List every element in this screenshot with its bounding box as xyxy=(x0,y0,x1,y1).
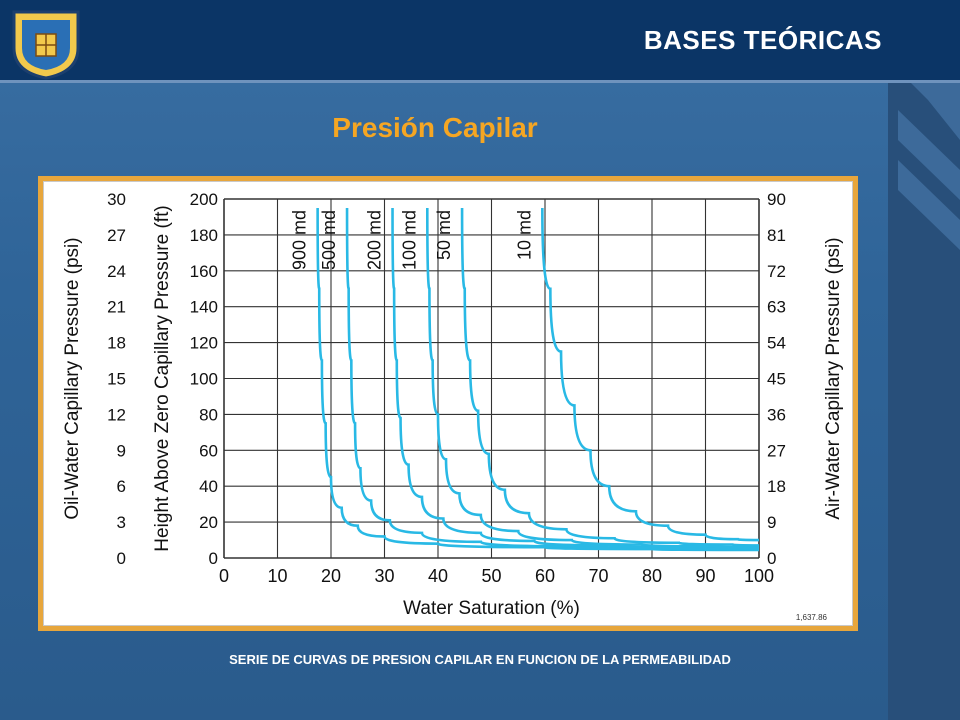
y-tick-label-oil-psi: 0 xyxy=(117,549,126,568)
y-tick-label-oil-psi: 27 xyxy=(107,226,126,245)
y-tick-label-ft: 120 xyxy=(190,334,218,353)
series-label: 500 md xyxy=(319,210,339,270)
figure-caption: SERIE DE CURVAS DE PRESION CAPILAR EN FU… xyxy=(229,652,731,667)
y-tick-label-air-psi: 18 xyxy=(767,477,786,496)
x-tick-label: 60 xyxy=(535,566,555,586)
y-tick-label-air-psi: 45 xyxy=(767,370,786,389)
y-tick-label-ft: 200 xyxy=(190,190,218,209)
capillary-pressure-chart: 0 10 20 30 40 50 60 70 80 90 100020406080100120140… xyxy=(62,190,844,622)
y-tick-label-oil-psi: 30 xyxy=(107,190,126,209)
x-tick-label: 30 xyxy=(374,566,394,586)
y-tick-label-ft: 160 xyxy=(190,262,218,281)
y-tick-label-air-psi: 27 xyxy=(767,441,786,460)
y-tick-label-air-psi: 81 xyxy=(767,226,786,245)
x-tick-label: 40 xyxy=(428,566,448,586)
y-tick-label-air-psi: 90 xyxy=(767,190,786,209)
series-label: 100 md xyxy=(399,210,419,270)
y-tick-label-ft: 140 xyxy=(190,298,218,317)
series-line xyxy=(460,207,760,547)
series-label: 10 md xyxy=(514,210,534,260)
x-tick-label: 90 xyxy=(695,566,715,586)
page-subtitle: Presión Capilar xyxy=(332,112,538,143)
decorative-stripes xyxy=(888,80,960,720)
y-tick-label-ft: 60 xyxy=(199,441,218,460)
x-tick-label: 80 xyxy=(642,566,662,586)
y-tick-label-ft: 0 xyxy=(209,549,218,568)
x-tick-label: 70 xyxy=(588,566,608,586)
series-label: 50 md xyxy=(434,210,454,260)
y-tick-label-oil-psi: 15 xyxy=(107,370,126,389)
y-tick-label-oil-psi: 24 xyxy=(107,262,126,281)
x-tick-label: 50 xyxy=(481,566,501,586)
y-tick-label-oil-psi: 12 xyxy=(107,405,126,424)
y-axis-label-oil-psi: Oil-Water Capillary Pressure (psi) xyxy=(62,237,83,519)
y-tick-label-ft: 100 xyxy=(190,370,218,389)
y-tick-label-ft: 80 xyxy=(199,405,218,424)
chart-panel: 0 10 20 30 40 50 60 70 80 90 100 0 20 40 60 80 100 120 140… xyxy=(43,181,853,626)
series-label: 900 md xyxy=(290,210,310,270)
y-tick-label-oil-psi: 21 xyxy=(107,298,126,317)
header-bar: BASES TEÓRICAS xyxy=(0,0,960,83)
y-tick-label-ft: 20 xyxy=(199,513,218,532)
x-tick-label: 100 xyxy=(744,566,774,586)
series-line xyxy=(426,207,760,549)
series-label: 200 md xyxy=(365,210,385,270)
y-tick-label-air-psi: 54 xyxy=(767,334,786,353)
y-tick-label-air-psi: 72 xyxy=(767,262,786,281)
y-tick-label-air-psi: 0 xyxy=(767,549,776,568)
x-tick-label: 0 xyxy=(219,566,229,586)
y-tick-label-oil-psi: 9 xyxy=(117,441,126,460)
university-seal-icon xyxy=(12,10,80,80)
y-tick-label-ft: 40 xyxy=(199,477,218,496)
series-line xyxy=(541,207,760,542)
chart-footnote: 1,637.86 xyxy=(796,613,828,622)
series-line xyxy=(345,207,760,551)
slide-title: BASES TEÓRICAS xyxy=(643,25,882,55)
x-tick-label: 10 xyxy=(267,566,287,586)
y-tick-label-air-psi: 36 xyxy=(767,405,786,424)
x-tick-label: 20 xyxy=(321,566,341,586)
y-tick-label-oil-psi: 6 xyxy=(117,477,126,496)
y-tick-label-air-psi: 63 xyxy=(767,298,786,317)
x-axis-label: Water Saturation (%) xyxy=(403,598,580,619)
series-line xyxy=(316,207,760,552)
y-tick-label-air-psi: 9 xyxy=(767,513,776,532)
y-tick-label-oil-psi: 3 xyxy=(117,513,126,532)
y-axis-label-air-psi: Air-Water Capillary Pressure (psi) xyxy=(823,237,844,519)
y-axis-label-ft: Height Above Zero Capillary Pressure (ft… xyxy=(152,205,173,551)
y-tick-label-ft: 180 xyxy=(190,226,218,245)
series-line xyxy=(391,207,760,550)
y-tick-label-oil-psi: 18 xyxy=(107,334,126,353)
